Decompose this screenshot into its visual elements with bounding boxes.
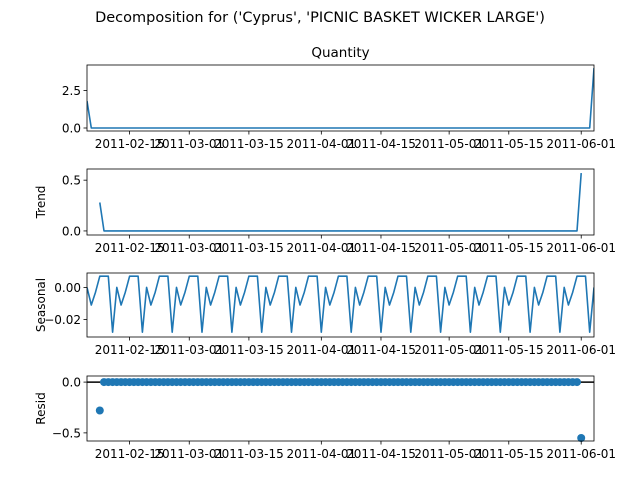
figure-suptitle: Decomposition for ('Cyprus', 'PICNIC BAS… xyxy=(95,10,545,26)
x-tick-label: 2011-04-15 xyxy=(346,343,416,357)
axes-frame xyxy=(86,375,595,442)
resid-point-2011-02-08 xyxy=(95,406,104,415)
axes-frame xyxy=(86,272,595,338)
x-tick-label: 2011-06-01 xyxy=(546,137,616,151)
x-tick-label: 2011-05-15 xyxy=(474,137,544,151)
y-tick-label: 0.5 xyxy=(62,174,81,188)
x-tick-label: 2011-03-15 xyxy=(214,447,284,461)
x-tick-label: 2011-04-15 xyxy=(346,137,416,151)
seasonal-line xyxy=(87,275,594,334)
axes-frame xyxy=(86,168,595,236)
x-tick-label: 2011-05-15 xyxy=(474,241,544,255)
x-tick-label: 2011-06-01 xyxy=(546,241,616,255)
panel-2-data xyxy=(99,173,582,232)
y-tick-label: 0.0 xyxy=(62,376,81,390)
y-tick-label: 0.00 xyxy=(54,281,81,295)
x-tick-label: 2011-04-15 xyxy=(346,241,416,255)
x-tick-label: 2011-06-01 xyxy=(546,447,616,461)
resid-point-2011-06-01 xyxy=(577,434,586,442)
x-tick-label: 2011-03-15 xyxy=(214,137,284,151)
x-tick-label: 2011-03-01 xyxy=(154,343,224,357)
x-tick-label: 2011-05-01 xyxy=(414,447,484,461)
panel-1-data xyxy=(87,67,594,129)
x-tick-label: 2011-06-01 xyxy=(546,343,616,357)
x-tick-label: 2011-02-15 xyxy=(95,137,165,151)
x-tick-label: 2011-02-15 xyxy=(95,241,165,255)
panel-title: Quantity xyxy=(311,45,369,61)
x-tick-label: 2011-03-15 xyxy=(214,343,284,357)
y-tick-label: 0.0 xyxy=(62,224,81,238)
x-tick-label: 2011-02-15 xyxy=(95,447,165,461)
y-tick-label: −0.5 xyxy=(52,426,81,440)
panel-1: Quantity0.02.52011-02-152011-03-012011-0… xyxy=(62,45,616,151)
x-tick-label: 2011-04-01 xyxy=(286,241,356,255)
panels: Quantity0.02.52011-02-152011-03-012011-0… xyxy=(34,45,616,461)
x-tick-label: 2011-03-15 xyxy=(214,241,284,255)
x-tick-label: 2011-04-01 xyxy=(286,343,356,357)
y-tick-label: −0.02 xyxy=(44,313,81,327)
panel-3: Seasonal 0.00−0.022011-02-152011-03-01201… xyxy=(34,272,616,357)
x-tick-label: 2011-05-15 xyxy=(474,343,544,357)
axes-frame xyxy=(86,64,595,132)
x-tick-label: 2011-03-01 xyxy=(154,241,224,255)
x-tick-label: 2011-02-15 xyxy=(95,343,165,357)
series-line-1 xyxy=(99,173,582,232)
x-tick-label: 2011-04-01 xyxy=(286,447,356,461)
series-line-1 xyxy=(87,67,594,129)
resid-point-2011-05-31 xyxy=(573,378,581,387)
x-tick-label: 2011-03-01 xyxy=(154,447,224,461)
y-axis-label: Seasonal xyxy=(34,278,48,332)
x-tick-label: 2011-05-01 xyxy=(414,241,484,255)
x-tick-label: 2011-04-01 xyxy=(286,137,356,151)
x-tick-label: 2011-03-01 xyxy=(154,137,224,151)
y-tick-label: 2.5 xyxy=(62,84,81,98)
x-tick-label: 2011-05-15 xyxy=(474,447,544,461)
panel-3-data xyxy=(87,275,594,334)
x-tick-label: 2011-04-15 xyxy=(346,447,416,461)
y-axis-label: Trend xyxy=(34,186,48,220)
y-axis-label: Resid xyxy=(34,392,48,424)
y-tick-label: 0.0 xyxy=(62,122,81,136)
panel-2: Trend 0.0 0.5 2011-02-152011-03-012011-03-1… xyxy=(34,168,616,255)
x-tick-label: 2011-05-01 xyxy=(414,137,484,151)
x-tick-label: 2011-05-01 xyxy=(414,343,484,357)
panel-4: Resid 0.0 −0.5 2011-02-152011-03-012011-03-… xyxy=(34,376,616,461)
